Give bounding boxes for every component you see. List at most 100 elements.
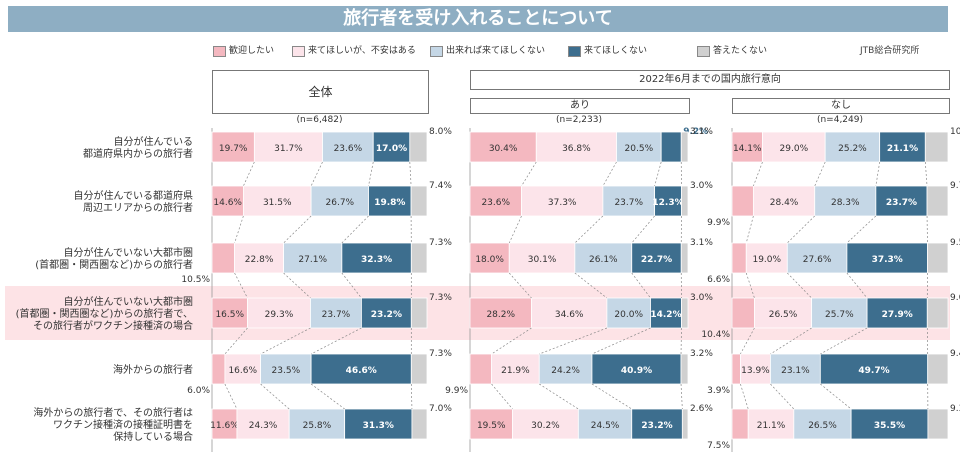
- legend-swatch: [568, 46, 581, 57]
- connector-line: [924, 161, 928, 187]
- connector-line: [740, 383, 749, 410]
- category-label-line: 海外からの旅行者で、その旅行者は: [33, 406, 193, 419]
- bar-segment: [731, 408, 749, 440]
- category-label-line: 自分が住んでいない大都市圏: [64, 295, 194, 308]
- connector-line: [820, 383, 852, 410]
- header-yes: あり: [470, 98, 690, 114]
- data-label: 3.2%: [690, 349, 713, 359]
- data-label: 26.5%: [808, 421, 837, 431]
- bar-segment: [680, 353, 689, 385]
- bar-segment: [602, 185, 656, 217]
- connector-line: [591, 383, 632, 410]
- bar-segment: [535, 131, 617, 163]
- bar-segment: [368, 185, 412, 217]
- bar-segment: [344, 408, 413, 440]
- data-label: 46.6%: [346, 366, 377, 376]
- bar-segment: [850, 408, 929, 440]
- connector-line: [770, 383, 795, 410]
- bar-segment: [681, 185, 689, 217]
- legend-label: 来てほしくない: [584, 46, 648, 56]
- data-label: 3.9%: [707, 386, 730, 396]
- data-label: 7.3%: [429, 349, 452, 359]
- data-label: 6.0%: [187, 386, 210, 396]
- connector-line: [341, 215, 369, 244]
- bar-segment: [752, 185, 816, 217]
- header-no: なし: [732, 98, 950, 114]
- data-label: 16.6%: [228, 366, 257, 376]
- data-label: 31.5%: [263, 198, 292, 208]
- data-label: 7.5%: [707, 441, 730, 451]
- bar-segment: [538, 353, 593, 385]
- data-label: 25.8%: [303, 421, 332, 431]
- connector-line: [820, 327, 868, 355]
- bar-segment: [927, 408, 949, 440]
- data-label: 35.5%: [874, 421, 905, 431]
- data-label: 9.5%: [950, 238, 960, 248]
- bar-segment: [927, 353, 949, 385]
- data-label: 25.2%: [838, 144, 867, 154]
- category-label-line: 自分が住んでいる都道府県: [74, 189, 194, 202]
- bar-segment: [310, 297, 362, 329]
- bar-segment: [574, 242, 633, 274]
- sample-size-label: (n=4,249): [817, 115, 863, 125]
- bar-segment: [846, 242, 928, 274]
- data-label: 28.4%: [770, 198, 799, 208]
- bar-segment: [731, 297, 755, 329]
- legend-swatch: [430, 46, 443, 57]
- data-label: 9.3%: [950, 404, 960, 414]
- data-label: 10.5%: [181, 275, 210, 285]
- data-label: 30.2%: [531, 421, 560, 431]
- data-label: 2.6%: [690, 404, 713, 414]
- data-label: 14.2%: [650, 310, 681, 320]
- legend-swatch: [213, 46, 226, 57]
- bar-segment: [410, 242, 428, 274]
- bar-segment: [469, 242, 510, 274]
- bar-segment: [814, 185, 877, 217]
- connector-line: [283, 215, 312, 244]
- bar-segment: [745, 242, 788, 274]
- category-label-line: 都道府県内からの旅行者: [83, 147, 193, 160]
- data-label: 27.9%: [882, 310, 913, 320]
- connector-line: [631, 215, 655, 244]
- bar-segment: [508, 242, 576, 274]
- connector-line: [410, 383, 413, 410]
- category-label-line: 自分が住んでいない大都市圏: [64, 246, 194, 259]
- sample-size-label: (n=6,482): [296, 115, 342, 125]
- category-label-line: (首都圏・関西圏など)からの旅行者で、: [16, 307, 193, 320]
- connector-line: [243, 161, 255, 187]
- sample-size-label: (n=2,233): [556, 115, 602, 125]
- bar-segment: [361, 297, 412, 329]
- connector-line: [631, 272, 651, 299]
- data-label: 7.3%: [429, 238, 452, 248]
- data-label: 32.3%: [361, 255, 392, 265]
- connector-line: [591, 327, 651, 355]
- bar-segment: [211, 185, 244, 217]
- bar-segment: [410, 185, 428, 217]
- bar-segment: [234, 242, 284, 274]
- bar-segment: [926, 185, 949, 217]
- connector-line: [740, 327, 755, 355]
- category-label: 海外からの旅行者で、その旅行者はワクチン接種済の接種証明書を保持している場合: [33, 406, 193, 443]
- connector-line: [310, 383, 345, 410]
- connector-line: [224, 383, 238, 410]
- bar-segment: [770, 353, 821, 385]
- data-label: 10.4%: [701, 330, 730, 340]
- bar-segment: [866, 297, 928, 329]
- data-label: 7.3%: [429, 293, 452, 303]
- data-label: 21.1%: [757, 421, 786, 431]
- data-label: 9.7%: [950, 181, 960, 191]
- bar-segment: [211, 242, 235, 274]
- connector-line: [224, 327, 248, 355]
- data-label: 22.8%: [245, 255, 274, 265]
- data-label: 37.3%: [872, 255, 903, 265]
- data-label: 9.9%: [445, 386, 468, 396]
- bar-segment: [322, 131, 374, 163]
- bar-segment: [681, 408, 689, 440]
- data-label: 28.3%: [831, 198, 860, 208]
- bar-segment: [926, 297, 949, 329]
- connector-line: [745, 272, 755, 299]
- bar-segment: [410, 297, 428, 329]
- bar-segment: [247, 297, 311, 329]
- connector-line: [654, 161, 662, 187]
- data-label: 23.6%: [481, 198, 510, 208]
